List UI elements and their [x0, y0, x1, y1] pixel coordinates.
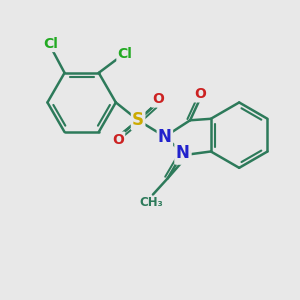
Text: O: O [195, 87, 206, 101]
Text: N: N [176, 144, 190, 162]
Text: S: S [132, 111, 144, 129]
Text: O: O [176, 146, 190, 164]
Text: CH₃: CH₃ [140, 196, 163, 209]
Text: Cl: Cl [44, 37, 58, 51]
Text: O: O [112, 133, 124, 147]
Text: O: O [152, 92, 164, 106]
Text: N: N [158, 128, 172, 146]
Text: Cl: Cl [117, 47, 132, 61]
